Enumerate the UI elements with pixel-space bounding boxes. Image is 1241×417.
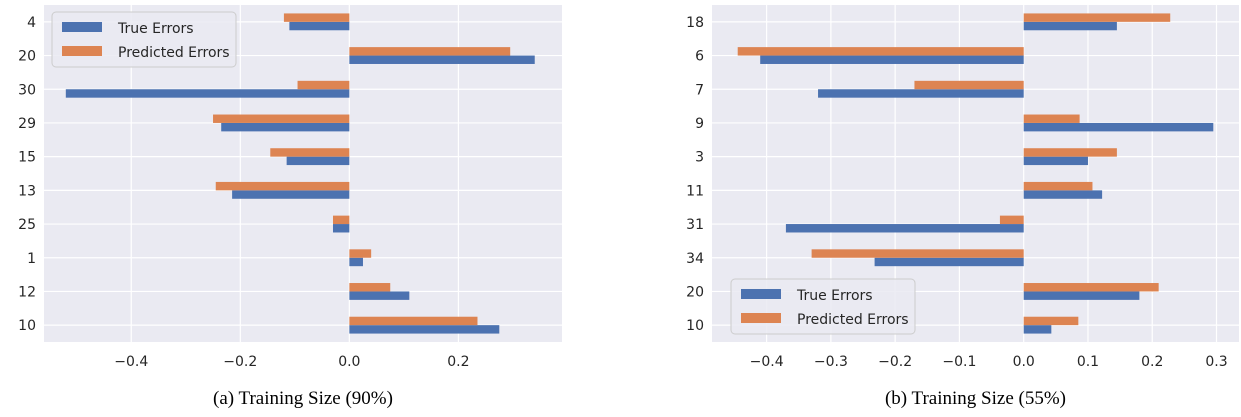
- y-tick-label: 6: [695, 49, 704, 65]
- y-tick-label: 7: [695, 82, 704, 98]
- predicted-errors-bar-34: [811, 249, 1024, 258]
- predicted-errors-bar-31: [999, 215, 1024, 225]
- predicted-errors-bar-29: [213, 114, 350, 123]
- predicted-errors-bar-9: [1023, 114, 1080, 123]
- true-errors-bar-13: [232, 190, 350, 199]
- x-tick-label: −0.4: [750, 354, 784, 370]
- y-tick-label: 15: [18, 150, 36, 166]
- true-errors-bar-18: [1023, 21, 1117, 31]
- y-tick-label: 30: [18, 82, 36, 98]
- y-tick-label: 13: [18, 183, 36, 199]
- predicted-errors-bar-30: [297, 80, 350, 90]
- x-tick-label: 0.2: [447, 354, 469, 370]
- x-tick-label: −0.2: [223, 354, 257, 370]
- predicted-errors-bar-12: [349, 283, 391, 292]
- y-tick-label: 20: [18, 49, 36, 65]
- true-errors-bar-11: [1023, 190, 1103, 199]
- true-errors-bar-6: [760, 55, 1024, 64]
- x-tick-label: −0.1: [942, 354, 976, 370]
- predicted-errors-bar-25: [332, 215, 350, 225]
- predicted-errors-bar-20: [1023, 283, 1159, 292]
- y-tick-label: 20: [686, 284, 704, 300]
- true-errors-bar-25: [332, 224, 350, 233]
- chart-panel-a: −0.4 −0.2 0.0 0.2 4 20 30 29 15 13 25 1 12 10 True Err…: [18, 5, 562, 409]
- predicted-errors-bar-11: [1023, 181, 1093, 191]
- true-errors-bar-34: [874, 257, 1024, 267]
- y-tick-label: 4: [27, 15, 36, 31]
- figure-caption: (b) Training Size (55%): [885, 388, 1066, 409]
- true-errors-bar-29: [221, 122, 350, 132]
- predicted-errors-bar-3: [1023, 148, 1117, 157]
- legend-swatch: [62, 22, 102, 32]
- legend-swatch: [741, 289, 781, 299]
- predicted-errors-bar-7: [914, 80, 1024, 90]
- y-tick-label: 12: [18, 284, 36, 300]
- chart-panel-b: −0.4 −0.3 −0.2 −0.1 0.0 0.1 0.2 0.3 18 6 7 9 3 11 31 34…: [686, 5, 1239, 409]
- predicted-errors-bar-6: [737, 47, 1024, 56]
- predicted-errors-bar-20: [349, 47, 511, 56]
- y-tick-label: 1: [27, 251, 36, 267]
- true-errors-bar-7: [818, 89, 1024, 98]
- true-errors-bar-20: [1023, 291, 1140, 300]
- legend-label: Predicted Errors: [118, 45, 230, 61]
- predicted-errors-bar-10: [349, 316, 478, 326]
- true-errors-bar-31: [785, 224, 1024, 233]
- true-errors-bar-10: [349, 325, 500, 334]
- predicted-errors-bar-10: [1023, 316, 1079, 326]
- true-errors-bar-9: [1023, 122, 1214, 132]
- legend-label: Predicted Errors: [797, 312, 909, 328]
- predicted-errors-bar-15: [270, 148, 350, 157]
- y-tick-label: 11: [686, 183, 704, 199]
- legend-label: True Errors: [796, 288, 873, 304]
- predicted-errors-bar-18: [1023, 13, 1171, 22]
- predicted-errors-bar-4: [283, 13, 350, 22]
- true-errors-bar-12: [349, 291, 410, 300]
- predicted-errors-bar-1: [349, 249, 372, 258]
- predicted-errors-bar-13: [215, 181, 350, 191]
- y-tick-label: 9: [695, 116, 704, 132]
- y-tick-label: 18: [686, 15, 704, 31]
- y-tick-label: 34: [686, 251, 704, 267]
- y-tick-label: 3: [695, 150, 704, 166]
- y-tick-label: 10: [18, 318, 36, 334]
- true-errors-bar-4: [289, 21, 350, 31]
- x-tick-label: 0.2: [1141, 354, 1163, 370]
- true-errors-bar-10: [1023, 325, 1052, 334]
- true-errors-bar-30: [65, 89, 350, 98]
- legend-swatch: [62, 46, 102, 56]
- x-tick-label: −0.4: [114, 354, 148, 370]
- x-tick-label: −0.3: [814, 354, 848, 370]
- true-errors-bar-15: [286, 156, 350, 166]
- true-errors-bar-1: [349, 257, 363, 267]
- legend-swatch: [741, 313, 781, 323]
- true-errors-bar-3: [1023, 156, 1088, 166]
- y-tick-label: 31: [686, 217, 704, 233]
- x-tick-label: 0.0: [338, 354, 360, 370]
- legend-label: True Errors: [117, 21, 194, 37]
- y-tick-label: 10: [686, 318, 704, 334]
- x-tick-label: 0.1: [1077, 354, 1099, 370]
- x-tick-label: 0.3: [1205, 354, 1227, 370]
- y-tick-label: 29: [18, 116, 36, 132]
- x-tick-label: 0.0: [1013, 354, 1035, 370]
- x-tick-label: −0.2: [878, 354, 912, 370]
- true-errors-bar-20: [349, 55, 535, 64]
- legend: True Errors Predicted Errors: [51, 11, 237, 68]
- figure-caption: (a) Training Size (90%): [213, 388, 393, 409]
- legend: True Errors Predicted Errors: [730, 278, 916, 335]
- y-tick-label: 25: [18, 217, 36, 233]
